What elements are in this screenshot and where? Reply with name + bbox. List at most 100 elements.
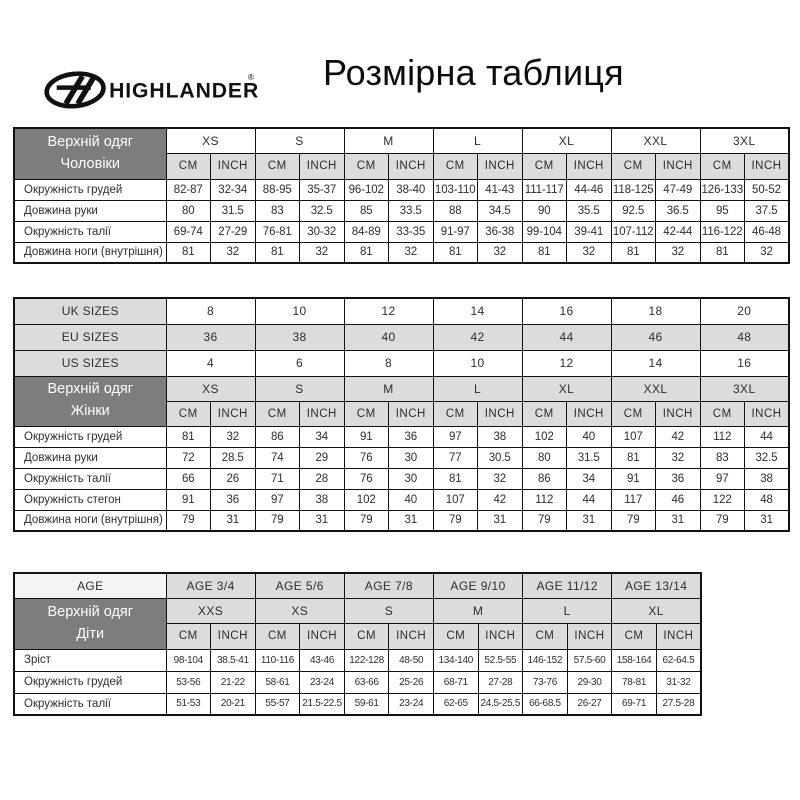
measurement-row: Окружність талії 66 26 71 28 76 30 81 32 86 34 91 36… (13, 467, 790, 490)
value-cell: 34 (299, 425, 345, 448)
value-cell: 21.5-22.5 (299, 692, 345, 716)
value-cell: 97 (254, 488, 300, 511)
women-size-table-grid: UK SIZES 8 10 12 14 16 18 20 EU SIZES 36 38 40 42 44 4… (13, 297, 790, 532)
size-header-cell: XL (521, 127, 612, 154)
size-header-cell: S (254, 127, 345, 154)
value-cell: 72 (165, 446, 211, 469)
value-cell: 62-65 (432, 692, 479, 716)
size-header-cell: M (343, 375, 434, 402)
measurement-label: Окружність талії (13, 220, 167, 243)
value-cell: 117 (610, 488, 656, 511)
cm-header-cell: CM (343, 400, 389, 427)
group-label: Верхній одяг Діти (13, 597, 167, 650)
value-cell: 116-122 (699, 220, 745, 243)
value-cell: 42 (655, 425, 701, 448)
value-cell: 118-125 (610, 178, 656, 201)
value-cell: 31 (744, 509, 790, 532)
size-header-cell: XS (254, 597, 345, 624)
value-cell: 126-133 (699, 178, 745, 201)
measurement-row: Окружність грудей 81 32 86 34 91 36 97 38 102 40 10… (13, 425, 790, 448)
measurement-label: Довжина ноги (внутрішня) (13, 241, 167, 264)
value-cell: 32 (566, 241, 612, 264)
size-system-cell: 48 (699, 323, 790, 351)
value-cell: 32 (210, 241, 256, 264)
value-cell: 77 (432, 446, 478, 469)
kids-size-table: AGE AGE 3/4 AGE 5/6 AGE 7/8 AGE 9/10 AGE 11/1… (13, 572, 702, 716)
size-system-cell: 10 (432, 349, 523, 377)
measurement-label: Окружність стегон (13, 488, 167, 511)
value-cell: 81 (165, 425, 211, 448)
value-cell: 81 (432, 241, 478, 264)
size-system-cell: 40 (343, 323, 434, 351)
size-system-cell: 6 (254, 349, 345, 377)
inch-header-cell: INCH (477, 400, 523, 427)
value-cell: 68-71 (432, 670, 479, 694)
value-cell: 43-46 (299, 648, 345, 672)
size-system-row: US SIZES 4 6 8 10 12 14 16 (13, 349, 790, 377)
value-cell: 88-95 (254, 178, 300, 201)
measurement-row: Окружність талії 51-53 20-21 55-57 21.5-22.5… (13, 692, 702, 716)
value-cell: 32 (299, 241, 345, 264)
value-cell: 97 (432, 425, 478, 448)
value-cell: 73-76 (522, 670, 568, 694)
age-cell: AGE 5/6 (254, 572, 345, 599)
age-cell: AGE 13/14 (611, 572, 702, 599)
value-cell: 81 (432, 467, 478, 490)
value-cell: 31 (655, 509, 701, 532)
value-cell: 96-102 (343, 178, 389, 201)
value-cell: 32.5 (744, 446, 790, 469)
age-label: AGE (13, 572, 167, 599)
measurement-row: Довжина руки 72 28.5 74 29 76 30 77 30.5 80 31.5 81… (13, 446, 790, 469)
value-cell: 36 (210, 488, 256, 511)
value-cell: 66-68.5 (522, 692, 568, 716)
value-cell: 92.5 (610, 199, 656, 222)
size-header-cell: L (432, 127, 523, 154)
cm-header-cell: CM (611, 622, 657, 650)
value-cell: 33.5 (388, 199, 434, 222)
value-cell: 36 (388, 425, 434, 448)
value-cell: 36.5 (655, 199, 701, 222)
size-system-cell: 8 (343, 349, 434, 377)
inch-header-cell: INCH (744, 152, 790, 180)
cm-header-cell: CM (521, 152, 567, 180)
value-cell: 82-87 (165, 178, 211, 201)
page-title: Розмірна таблиця (323, 52, 624, 93)
value-cell: 40 (566, 425, 612, 448)
value-cell: 85 (343, 199, 389, 222)
value-cell: 26 (210, 467, 256, 490)
value-cell: 29-30 (566, 670, 613, 694)
size-system-cell: 10 (254, 297, 345, 325)
value-cell: 107-112 (610, 220, 656, 243)
size-header-cell: XXL (610, 127, 701, 154)
value-cell: 21-22 (210, 670, 256, 694)
value-cell: 59-61 (343, 692, 390, 716)
measurement-row: Окружність талії 69-74 27-29 76-81 30-32 84-8… (13, 220, 790, 243)
size-header-cell: XS (165, 375, 256, 402)
value-cell: 28 (299, 467, 345, 490)
value-cell: 58-61 (254, 670, 301, 694)
value-cell: 44 (744, 425, 790, 448)
measurement-row: Окружність стегон 91 36 97 38 102 40 107 42 112 44… (13, 488, 790, 511)
value-cell: 98-104 (165, 648, 212, 672)
value-cell: 42-44 (655, 220, 701, 243)
brand-logo: HIGHLANDER ® (42, 66, 258, 117)
value-cell: 69-74 (165, 220, 211, 243)
size-system-cell: 8 (165, 297, 256, 325)
value-cell: 55-57 (254, 692, 301, 716)
value-cell: 32 (477, 241, 523, 264)
inch-header-cell: INCH (299, 622, 345, 650)
inch-header-cell: INCH (655, 152, 701, 180)
size-header-cell: S (343, 597, 434, 624)
unit-header-row: CM INCH CM INCH CM INCH CM INCH CM INCH CM INCH (14, 622, 702, 650)
value-cell: 79 (343, 509, 389, 532)
value-cell: 33-35 (388, 220, 434, 243)
value-cell: 42 (477, 488, 523, 511)
value-cell: 27-28 (477, 670, 524, 694)
measurement-row: Довжина ноги (внутрішня) 79 31 79 31 79 31 79 31… (13, 509, 790, 532)
value-cell: 51-53 (165, 692, 212, 716)
value-cell: 50-52 (744, 178, 790, 201)
value-cell: 81 (521, 241, 567, 264)
cm-header-cell: CM (165, 152, 211, 180)
measurement-row: Зріст 98-104 38.5-41 110-116 43-46 122-128 48-… (13, 648, 702, 672)
logo-monogram (56, 74, 97, 106)
